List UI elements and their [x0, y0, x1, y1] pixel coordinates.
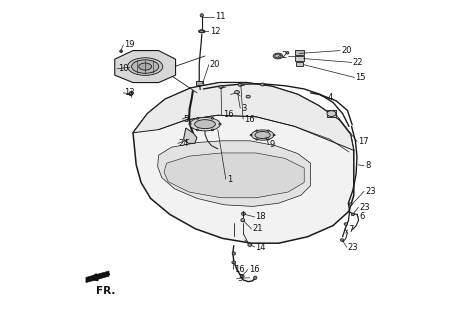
- Text: 5: 5: [183, 115, 189, 124]
- Ellipse shape: [251, 130, 274, 140]
- Ellipse shape: [189, 123, 191, 125]
- Text: 23: 23: [365, 187, 375, 196]
- Ellipse shape: [211, 129, 214, 131]
- Ellipse shape: [196, 117, 199, 119]
- Ellipse shape: [128, 58, 163, 76]
- Text: 6: 6: [359, 212, 365, 221]
- Text: 20: 20: [341, 46, 352, 55]
- Ellipse shape: [248, 243, 252, 246]
- Text: 23: 23: [359, 203, 370, 212]
- Ellipse shape: [120, 50, 122, 52]
- Ellipse shape: [241, 219, 245, 222]
- Ellipse shape: [199, 30, 205, 33]
- Ellipse shape: [267, 130, 269, 131]
- Ellipse shape: [232, 261, 236, 264]
- Ellipse shape: [256, 139, 258, 140]
- Ellipse shape: [200, 30, 204, 33]
- Ellipse shape: [129, 92, 133, 96]
- Text: 4: 4: [327, 93, 332, 102]
- Ellipse shape: [340, 239, 344, 241]
- Text: 19: 19: [124, 40, 135, 49]
- Polygon shape: [183, 128, 197, 143]
- Ellipse shape: [200, 14, 203, 17]
- Ellipse shape: [344, 223, 347, 225]
- Text: 16: 16: [244, 115, 255, 124]
- Text: 24: 24: [179, 139, 189, 148]
- Text: 12: 12: [210, 27, 220, 36]
- Text: 18: 18: [255, 212, 266, 221]
- Ellipse shape: [255, 132, 270, 139]
- Text: 9: 9: [270, 140, 275, 149]
- Polygon shape: [133, 83, 354, 150]
- Ellipse shape: [286, 52, 289, 54]
- Text: 21: 21: [252, 224, 263, 233]
- Text: 14: 14: [255, 243, 266, 252]
- Text: 2: 2: [282, 51, 287, 60]
- Text: 16: 16: [235, 265, 245, 274]
- Text: 11: 11: [215, 12, 226, 21]
- Ellipse shape: [211, 117, 214, 119]
- Ellipse shape: [190, 117, 220, 131]
- Text: 17: 17: [358, 137, 369, 146]
- Text: 8: 8: [365, 161, 370, 170]
- Text: 16: 16: [223, 110, 233, 119]
- Ellipse shape: [219, 86, 223, 88]
- Ellipse shape: [235, 91, 239, 94]
- Text: 1: 1: [227, 175, 232, 184]
- Text: 16: 16: [249, 265, 259, 274]
- Ellipse shape: [196, 81, 202, 85]
- Text: 13: 13: [124, 88, 135, 97]
- Ellipse shape: [129, 92, 132, 95]
- FancyBboxPatch shape: [296, 62, 303, 66]
- Polygon shape: [115, 51, 175, 83]
- FancyBboxPatch shape: [295, 56, 303, 61]
- Ellipse shape: [139, 63, 152, 70]
- Ellipse shape: [349, 203, 352, 205]
- Polygon shape: [158, 141, 310, 206]
- Text: 3: 3: [237, 274, 243, 283]
- Text: 7: 7: [348, 225, 354, 234]
- Ellipse shape: [196, 129, 199, 131]
- Ellipse shape: [240, 275, 244, 277]
- Ellipse shape: [327, 111, 336, 116]
- Ellipse shape: [232, 252, 236, 255]
- Ellipse shape: [238, 83, 242, 86]
- Ellipse shape: [250, 134, 252, 136]
- Ellipse shape: [241, 212, 246, 215]
- Text: 10: 10: [118, 64, 128, 73]
- Ellipse shape: [261, 83, 264, 86]
- Ellipse shape: [351, 213, 355, 216]
- Text: 3: 3: [241, 104, 246, 113]
- Text: FR.: FR.: [96, 286, 116, 296]
- Text: 23: 23: [348, 243, 358, 252]
- Ellipse shape: [246, 95, 250, 98]
- Text: 22: 22: [353, 58, 364, 67]
- Ellipse shape: [219, 123, 221, 125]
- Ellipse shape: [256, 130, 258, 131]
- FancyBboxPatch shape: [327, 110, 336, 117]
- Ellipse shape: [273, 53, 283, 59]
- Polygon shape: [86, 271, 109, 283]
- Text: 15: 15: [356, 73, 366, 82]
- Ellipse shape: [273, 134, 275, 136]
- FancyBboxPatch shape: [295, 50, 304, 55]
- Ellipse shape: [267, 139, 269, 140]
- Ellipse shape: [195, 120, 215, 129]
- Polygon shape: [133, 83, 354, 243]
- FancyBboxPatch shape: [196, 81, 203, 85]
- Text: 20: 20: [210, 60, 220, 69]
- Ellipse shape: [254, 276, 257, 279]
- Ellipse shape: [275, 54, 281, 58]
- Ellipse shape: [132, 60, 159, 73]
- Polygon shape: [164, 153, 304, 198]
